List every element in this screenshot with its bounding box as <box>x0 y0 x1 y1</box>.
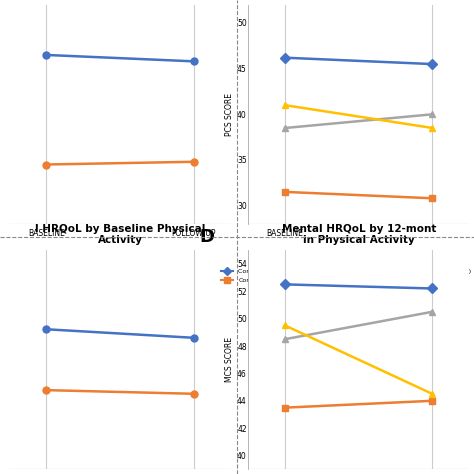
Y-axis label: PCS SCORE: PCS SCORE <box>225 93 234 136</box>
Text: C: C <box>200 0 213 1</box>
Legend: r at baseline (n=1171), Low frequency at baseline (n=443): r at baseline (n=1171), Low frequency at… <box>9 267 150 288</box>
Title: Mental HRQoL by 12-mont
in Physical Activity: Mental HRQoL by 12-mont in Physical Acti… <box>282 224 436 245</box>
Title: l HRQoL by Baseline Physical
Activity: l HRQoL by Baseline Physical Activity <box>35 224 205 245</box>
Text: D: D <box>200 228 215 246</box>
Y-axis label: MCS SCORE: MCS SCORE <box>225 337 234 382</box>
Legend: Continued regular frequency (n=947), Continued, Increased frequency (n=153), Dec: Continued regular frequency (n=947), Con… <box>218 266 474 285</box>
